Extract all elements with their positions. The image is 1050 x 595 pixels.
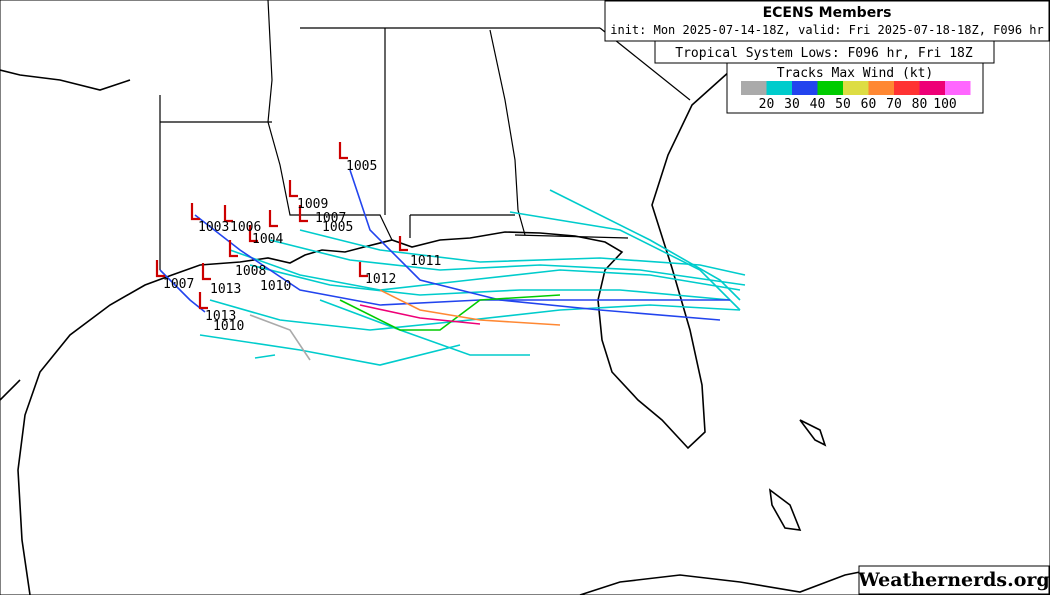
legend-swatch bbox=[766, 81, 792, 95]
tracks bbox=[159, 169, 746, 366]
low-label: 1007 bbox=[315, 211, 346, 226]
lows-box-text: Tropical System Lows: F096 hr, Fri 18Z bbox=[675, 46, 973, 61]
legend-swatch bbox=[741, 81, 767, 95]
low-label: 1013 bbox=[205, 309, 236, 324]
legend-swatch bbox=[919, 81, 945, 95]
legend: 20 30 40 50 60 70 80 100 bbox=[741, 81, 971, 112]
coastlines bbox=[0, 0, 881, 595]
low-label: 1013 bbox=[210, 282, 241, 297]
legend-swatch bbox=[945, 81, 971, 95]
low-label: 1007 bbox=[163, 277, 194, 292]
legend-label: 80 bbox=[912, 97, 928, 112]
low-label: 1005 bbox=[322, 220, 353, 235]
title: ECENS Members bbox=[763, 5, 892, 21]
watermark-box bbox=[858, 565, 1050, 595]
low-label: 1003 bbox=[198, 220, 229, 235]
low-label: 1008 bbox=[235, 264, 266, 279]
low-label: 1006 bbox=[230, 220, 261, 235]
low-label: 1005 bbox=[346, 159, 377, 174]
legend-swatch bbox=[792, 81, 818, 95]
low-label: 1010 bbox=[213, 319, 244, 334]
legend-label: 30 bbox=[784, 97, 800, 112]
low-label: 1011 bbox=[410, 254, 441, 269]
legend-swatch bbox=[817, 81, 843, 95]
legend-label: 40 bbox=[810, 97, 826, 112]
subtitle: init: Mon 2025-07-14-18Z, valid: Fri 202… bbox=[610, 23, 1043, 37]
low-label: 1012 bbox=[365, 272, 396, 287]
low-markers bbox=[155, 142, 408, 310]
legend-swatch bbox=[843, 81, 869, 95]
low-label: 1010 bbox=[260, 279, 291, 294]
legend-label: 70 bbox=[886, 97, 902, 112]
low-label: 1004 bbox=[252, 232, 283, 247]
legend-label: 60 bbox=[861, 97, 877, 112]
legend-swatch bbox=[868, 81, 894, 95]
legend-title: Tracks Max Wind (kt) bbox=[777, 66, 934, 81]
legend-label: 100 bbox=[933, 97, 956, 112]
low-label: 1009 bbox=[297, 197, 328, 212]
legend-swatch bbox=[894, 81, 920, 95]
watermark: Weathernerds.org bbox=[857, 569, 1049, 591]
legend-label: 50 bbox=[835, 97, 851, 112]
legend-label: 20 bbox=[759, 97, 775, 112]
